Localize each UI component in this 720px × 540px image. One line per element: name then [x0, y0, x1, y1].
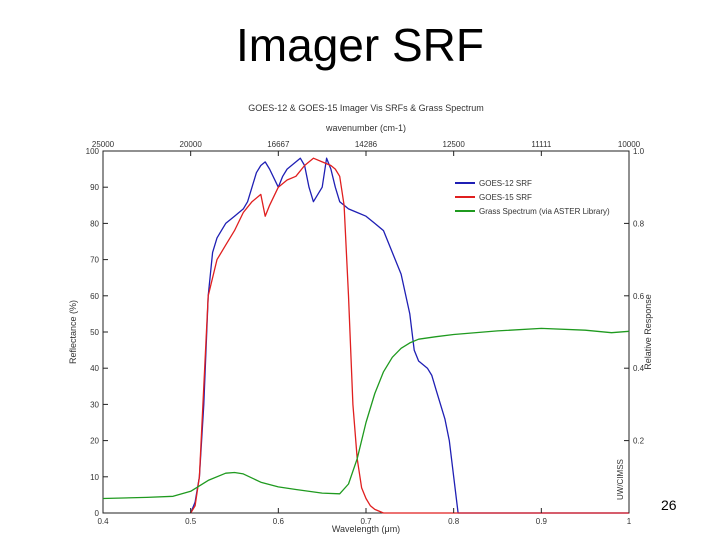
x-tick-label: 1 [627, 517, 632, 526]
series-line-goes-12-srf [190, 157, 629, 514]
top-tick-label: 25000 [92, 140, 115, 149]
y2-axis-label: Relative Response [643, 294, 653, 370]
series-line-goes-15-srf [190, 157, 629, 514]
y-tick-label: 70 [90, 256, 99, 265]
legend: GOES-12 SRF GOES-15 SRF Grass Spectrum (vi… [455, 179, 610, 216]
legend-label: GOES-12 SRF [479, 179, 532, 188]
x-tick-label: 0.5 [185, 517, 197, 526]
slide-title: Imager SRF [236, 19, 484, 71]
y-axis-label: Reflectance (%) [68, 300, 78, 364]
y-tick-label: 90 [90, 183, 99, 192]
page-number: 26 [661, 497, 677, 513]
y-tick-label: 60 [90, 292, 99, 301]
y-tick-label: 30 [90, 400, 99, 409]
x-tick-label: 0.9 [536, 517, 548, 526]
top-tick-label: 11111 [531, 140, 551, 149]
legend-label: Grass Spectrum (via ASTER Library) [479, 207, 610, 216]
y-tick-label: 10 [90, 473, 99, 482]
x-tick-label: 0.6 [273, 517, 285, 526]
y-tick-label: 40 [90, 364, 99, 373]
y2-tick-label: 0.6 [633, 292, 645, 301]
y2-tick-label: 0.4 [633, 364, 645, 373]
x-tick-label: 0.8 [448, 517, 460, 526]
y-tick-label: 0 [95, 509, 100, 518]
y2-tick-label: 0.8 [633, 219, 645, 228]
legend-label: GOES-15 SRF [479, 193, 532, 202]
chart-title: GOES-12 & GOES-15 Imager Vis SRFs & Gras… [248, 103, 483, 113]
series-layer [102, 157, 630, 514]
y2-tick-label: 1.0 [633, 147, 645, 156]
top-tick-label: 14286 [355, 140, 378, 149]
top-axis-label: wavenumber (cm-1) [325, 123, 406, 133]
x-tick-label: 0.4 [97, 517, 109, 526]
top-tick-label: 16667 [267, 140, 290, 149]
y-tick-label: 100 [86, 147, 100, 156]
y-tick-label: 50 [90, 328, 99, 337]
plot-frame [102, 150, 630, 514]
watermark: UW/CIMSS [616, 459, 625, 500]
top-tick-label: 20000 [180, 140, 203, 149]
y2-tick-label: 0.2 [633, 437, 645, 446]
top-tick-label: 10000 [618, 140, 641, 149]
y-tick-label: 80 [90, 219, 99, 228]
x-axis-label: Wavelength (μm) [332, 524, 400, 534]
x-tick-label: 0.7 [360, 517, 372, 526]
series-line-grass-spectrum-via-aster-library [102, 327, 630, 500]
top-tick-label: 12500 [443, 140, 466, 149]
y-tick-label: 20 [90, 437, 99, 446]
